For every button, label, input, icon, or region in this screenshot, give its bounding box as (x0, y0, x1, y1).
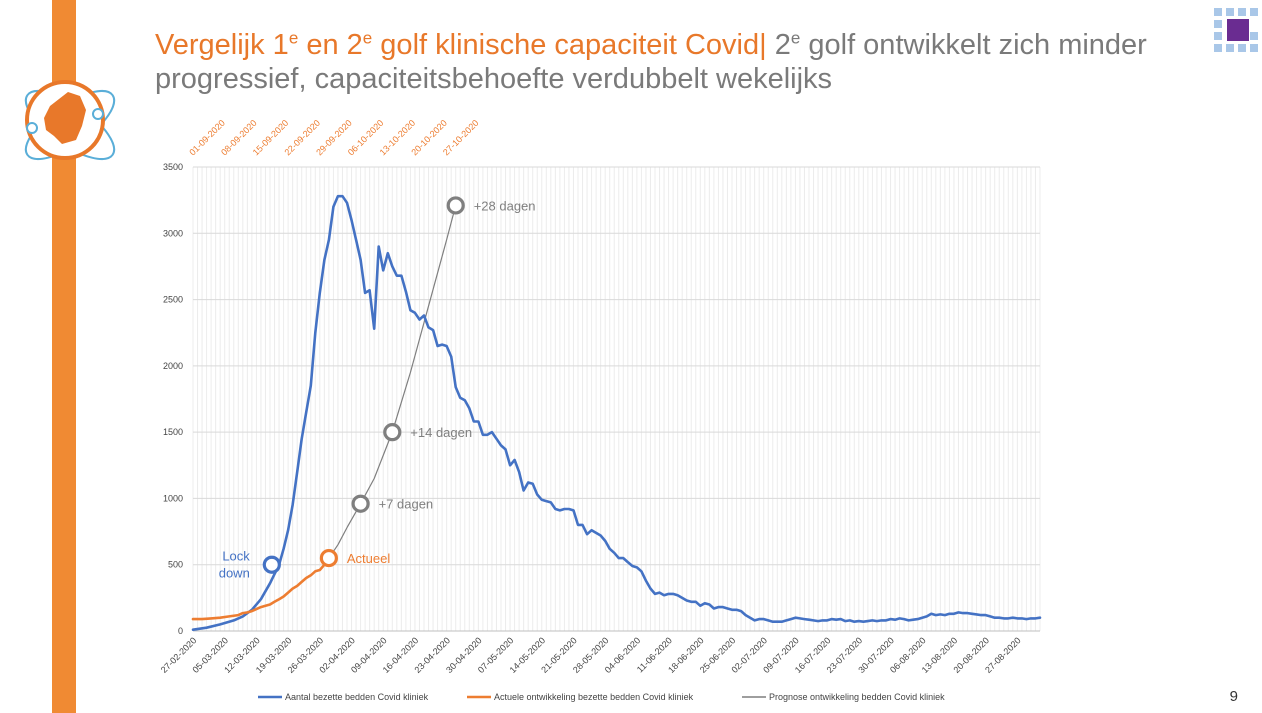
legend-label: Aantal bezette bedden Covid kliniek (285, 692, 429, 702)
y-tick-label: 3000 (163, 228, 183, 238)
y-tick-label: 0 (178, 626, 183, 636)
y-tick-label: 2500 (163, 295, 183, 305)
marker-circle (262, 555, 281, 574)
page-title: Vergelijk 1e en 2e golf klinische capaci… (155, 28, 1147, 95)
y-tick-label: 1000 (163, 493, 183, 503)
marker-label: +7 dagen (379, 497, 434, 512)
legend-label: Actuele ontwikkeling bezette bedden Covi… (494, 692, 694, 702)
corner-grid-logo (1212, 6, 1262, 65)
marker-label: Actueel (347, 551, 390, 566)
marker-label: Lock (222, 549, 250, 564)
y-tick-label: 2000 (163, 361, 183, 371)
legend-label: Prognose ontwikkeling bedden Covid klini… (769, 692, 945, 702)
y-tick-label: 1500 (163, 427, 183, 437)
marker-circle (351, 494, 370, 513)
series-line-1 (191, 556, 331, 621)
series-line-2 (328, 204, 457, 559)
marker-label: down (219, 566, 250, 581)
y-tick-label: 3500 (163, 162, 183, 172)
y-tick-label: 500 (168, 560, 183, 570)
netherlands-map-logo (10, 70, 130, 185)
page-number: 9 (1229, 688, 1238, 705)
marker-label: +28 dagen (474, 198, 536, 213)
series-line-0 (191, 194, 1042, 631)
marker-circle (319, 548, 338, 568)
marker-circle (383, 423, 402, 442)
marker-circle (446, 196, 465, 215)
marker-label: +14 dagen (410, 425, 472, 440)
